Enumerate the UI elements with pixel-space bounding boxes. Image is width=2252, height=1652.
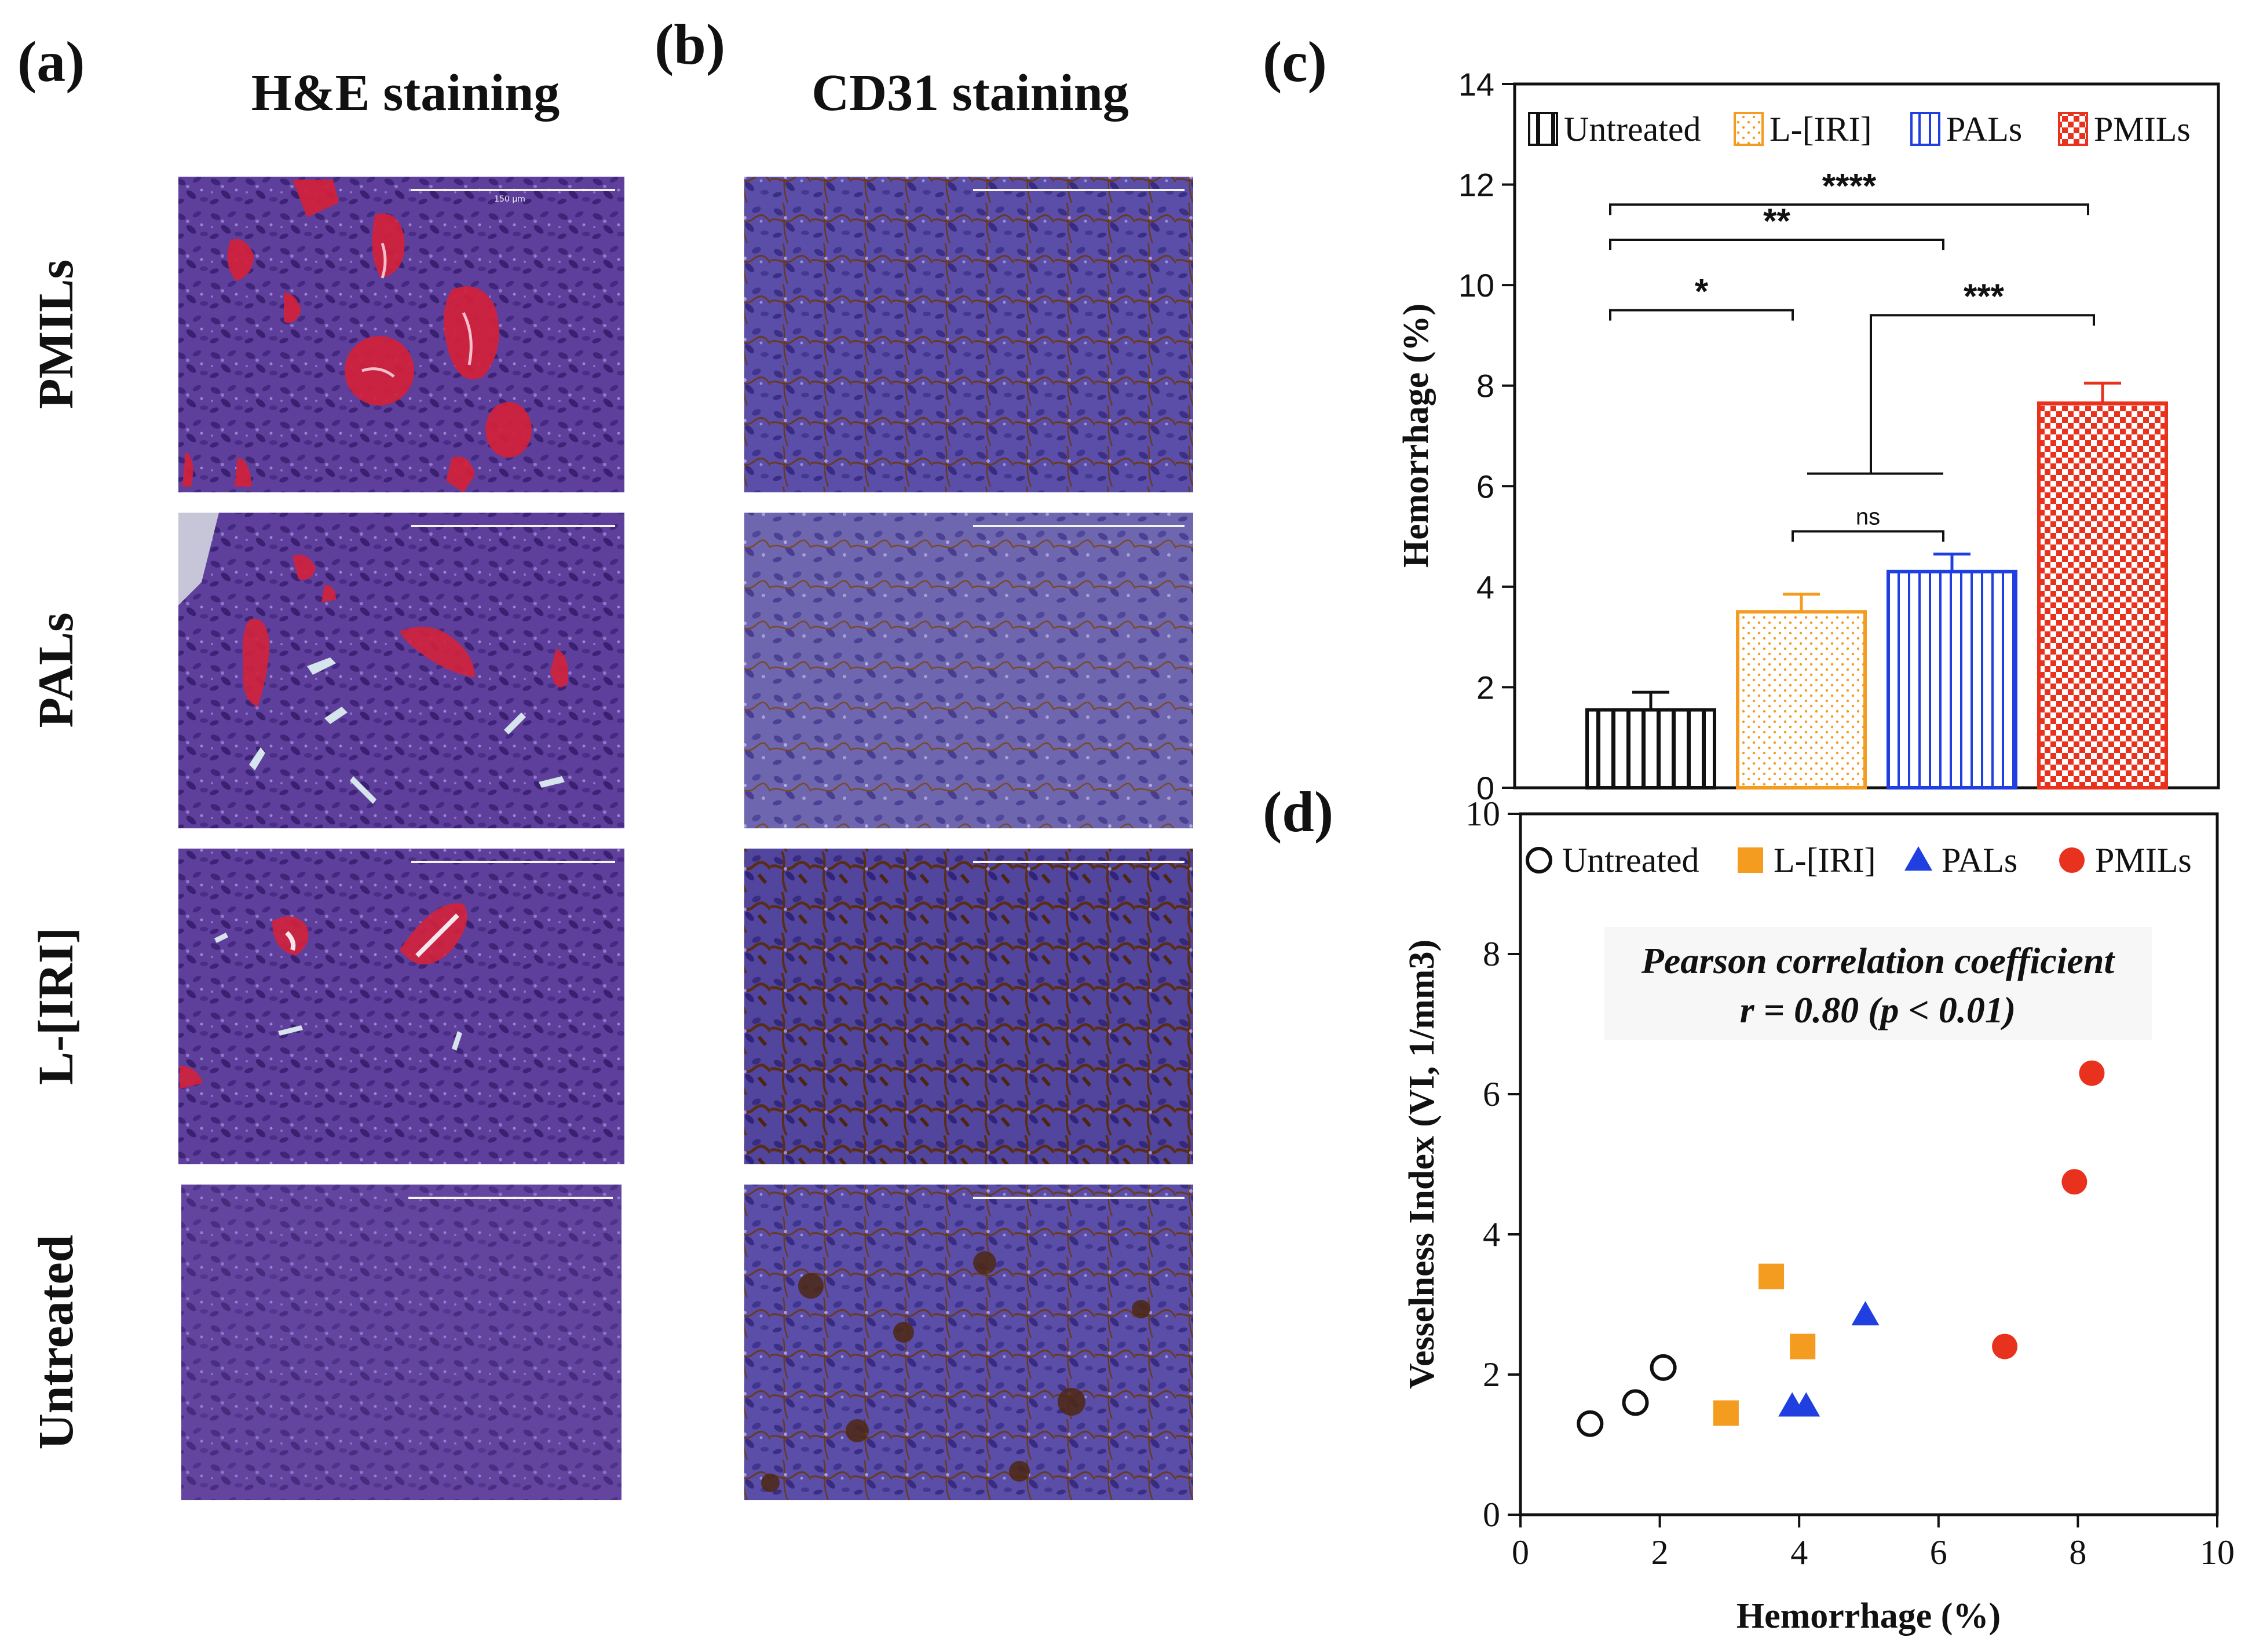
he-image-liri — [178, 849, 624, 1164]
scatter-x-tick-label: 6 — [1930, 1533, 1947, 1571]
point-pmils — [2061, 1169, 2088, 1195]
legend-swatch-liri — [1734, 112, 1764, 146]
vesselness-scatter-chart: 0 2 4 6 8 10 0 2 4 6 8 10 Vesselness Index (VI, 1/… — [1402, 795, 2235, 1636]
scatter-x-tick-label: 2 — [1651, 1533, 1669, 1571]
legend-swatch-untreated — [1528, 112, 1558, 146]
pearson-title: Pearson correlation coefficient — [1641, 940, 2116, 981]
point-liri — [1713, 1400, 1739, 1426]
scale-bar-label: 150 µm — [494, 195, 525, 204]
bar-untreated — [1585, 708, 1716, 790]
sig-bracket-untreated-pals — [1609, 239, 1944, 251]
sig-bracket-untreated-pmils — [1609, 203, 2089, 215]
he-image-untreated — [181, 1185, 622, 1500]
legend-swatch-pals — [1910, 112, 1940, 146]
point-untreated — [1650, 1354, 1677, 1381]
row-label-liri: L-[IRI] — [28, 927, 83, 1085]
legend-marker-untreated — [1526, 847, 1552, 873]
he-staining-title: H&E staining — [251, 64, 560, 122]
scatter-x-tick-label: 0 — [1512, 1533, 1529, 1571]
scatter-y-tick-label: 8 — [1483, 935, 1500, 973]
legend-label-liri: L-[IRI] — [1770, 110, 1872, 148]
scatter-x-tick-label: 10 — [2200, 1533, 2235, 1571]
pearson-value: r = 0.80 (p < 0.01) — [1740, 989, 2016, 1030]
row-label-pals: PALs — [28, 612, 83, 728]
bar-y-tick-label: 14 — [1458, 66, 1494, 103]
scatter-y-tick-label: 4 — [1483, 1215, 1500, 1253]
he-image-pmils: 150 µm — [178, 177, 624, 492]
row-label-untreated: Untreated — [28, 1234, 83, 1449]
scatter-x-tick-label: 8 — [2069, 1533, 2086, 1571]
scatter-legend-label-untreated: Untreated — [1562, 841, 1699, 879]
bar-y-tick-label: 0 — [1476, 770, 1494, 806]
legend-label-untreated: Untreated — [1564, 110, 1701, 148]
he-image-pals — [178, 513, 624, 828]
scatter-legend-label-pmils: PMILs — [2095, 841, 2192, 879]
legend-marker-liri — [1738, 847, 1763, 873]
bar-y-tick-label: 2 — [1476, 669, 1494, 706]
panel-d-letter: (d) — [1263, 780, 1333, 844]
point-pmils — [1992, 1333, 2018, 1359]
hemorrhage-bar-chart: 0 2 4 6 8 10 12 14 Hemorrhage (%) Untreated L-[I… — [1396, 66, 2220, 806]
legend-label-pals: PALs — [1946, 110, 2022, 148]
legend-swatch-pmils — [2058, 112, 2088, 146]
legend-marker-pmils — [2059, 847, 2085, 873]
cd31-image-pmils — [744, 177, 1193, 492]
cd31-image-pals — [744, 513, 1193, 828]
bar-y-tick-label: 8 — [1476, 368, 1494, 404]
point-pmils — [2079, 1060, 2105, 1086]
bar-y-tick-label: 6 — [1476, 468, 1494, 505]
scatter-y-tick-label: 6 — [1483, 1075, 1500, 1113]
point-pals — [1851, 1301, 1880, 1326]
cd31-staining-title: CD31 staining — [811, 64, 1129, 122]
sig-label-liri-pals: ns — [1856, 504, 1880, 529]
scatter-y-tick-label: 2 — [1483, 1355, 1500, 1394]
sig-bracket-liri-pals — [1792, 530, 1944, 542]
point-liri — [1759, 1263, 1785, 1289]
scatter-legend-label-pals: PALs — [1942, 841, 2017, 879]
bar-pals — [1887, 569, 2017, 790]
panel-b-letter: (b) — [655, 12, 725, 76]
point-liri — [1790, 1333, 1816, 1359]
bar-liri — [1736, 610, 1867, 790]
panel-c-letter: (c) — [1263, 30, 1327, 94]
point-pals — [1792, 1392, 1820, 1417]
legend-marker-pals — [1904, 846, 1932, 871]
bar-y-tick-label: 4 — [1476, 569, 1494, 605]
sig-bracket-group-pmils — [1870, 314, 2095, 474]
legend-label-pmils: PMILs — [2094, 110, 2191, 148]
scatter-y-tick-label: 10 — [1465, 795, 1500, 833]
sig-bracket-untreated-liri — [1609, 309, 1794, 321]
bar-y-tick-label: 10 — [1458, 267, 1494, 304]
scatter-x-axis-title: Hemorrhage (%) — [1736, 1596, 2001, 1636]
sig-label-untreated-pals: ** — [1763, 202, 1790, 240]
bar-y-axis-title: Hemorrhage (%) — [1396, 304, 1436, 568]
point-untreated — [1577, 1410, 1604, 1437]
scatter-plot-frame — [1519, 812, 2219, 1516]
cd31-image-untreated — [744, 1185, 1193, 1500]
scatter-x-tick-label: 4 — [1790, 1533, 1808, 1571]
bar-pmils — [2037, 401, 2168, 790]
panel-a-letter: (a) — [17, 30, 85, 94]
cd31-image-liri — [744, 849, 1193, 1164]
point-untreated — [1622, 1389, 1649, 1416]
bar-y-tick-label: 12 — [1458, 167, 1494, 203]
scatter-legend-label-liri: L-[IRI] — [1774, 841, 1876, 879]
pearson-box — [1604, 927, 2152, 1040]
sig-label-group-pmils: *** — [1964, 277, 2005, 316]
row-label-pmils: PMILs — [28, 260, 83, 409]
sig-label-untreated-liri: * — [1695, 272, 1709, 311]
scatter-y-axis-title: Vesselness Index (VI, 1/mm3) — [1402, 940, 1442, 1389]
sig-label-untreated-pmils: **** — [1822, 166, 1877, 205]
scatter-y-tick-label: 0 — [1483, 1496, 1500, 1534]
